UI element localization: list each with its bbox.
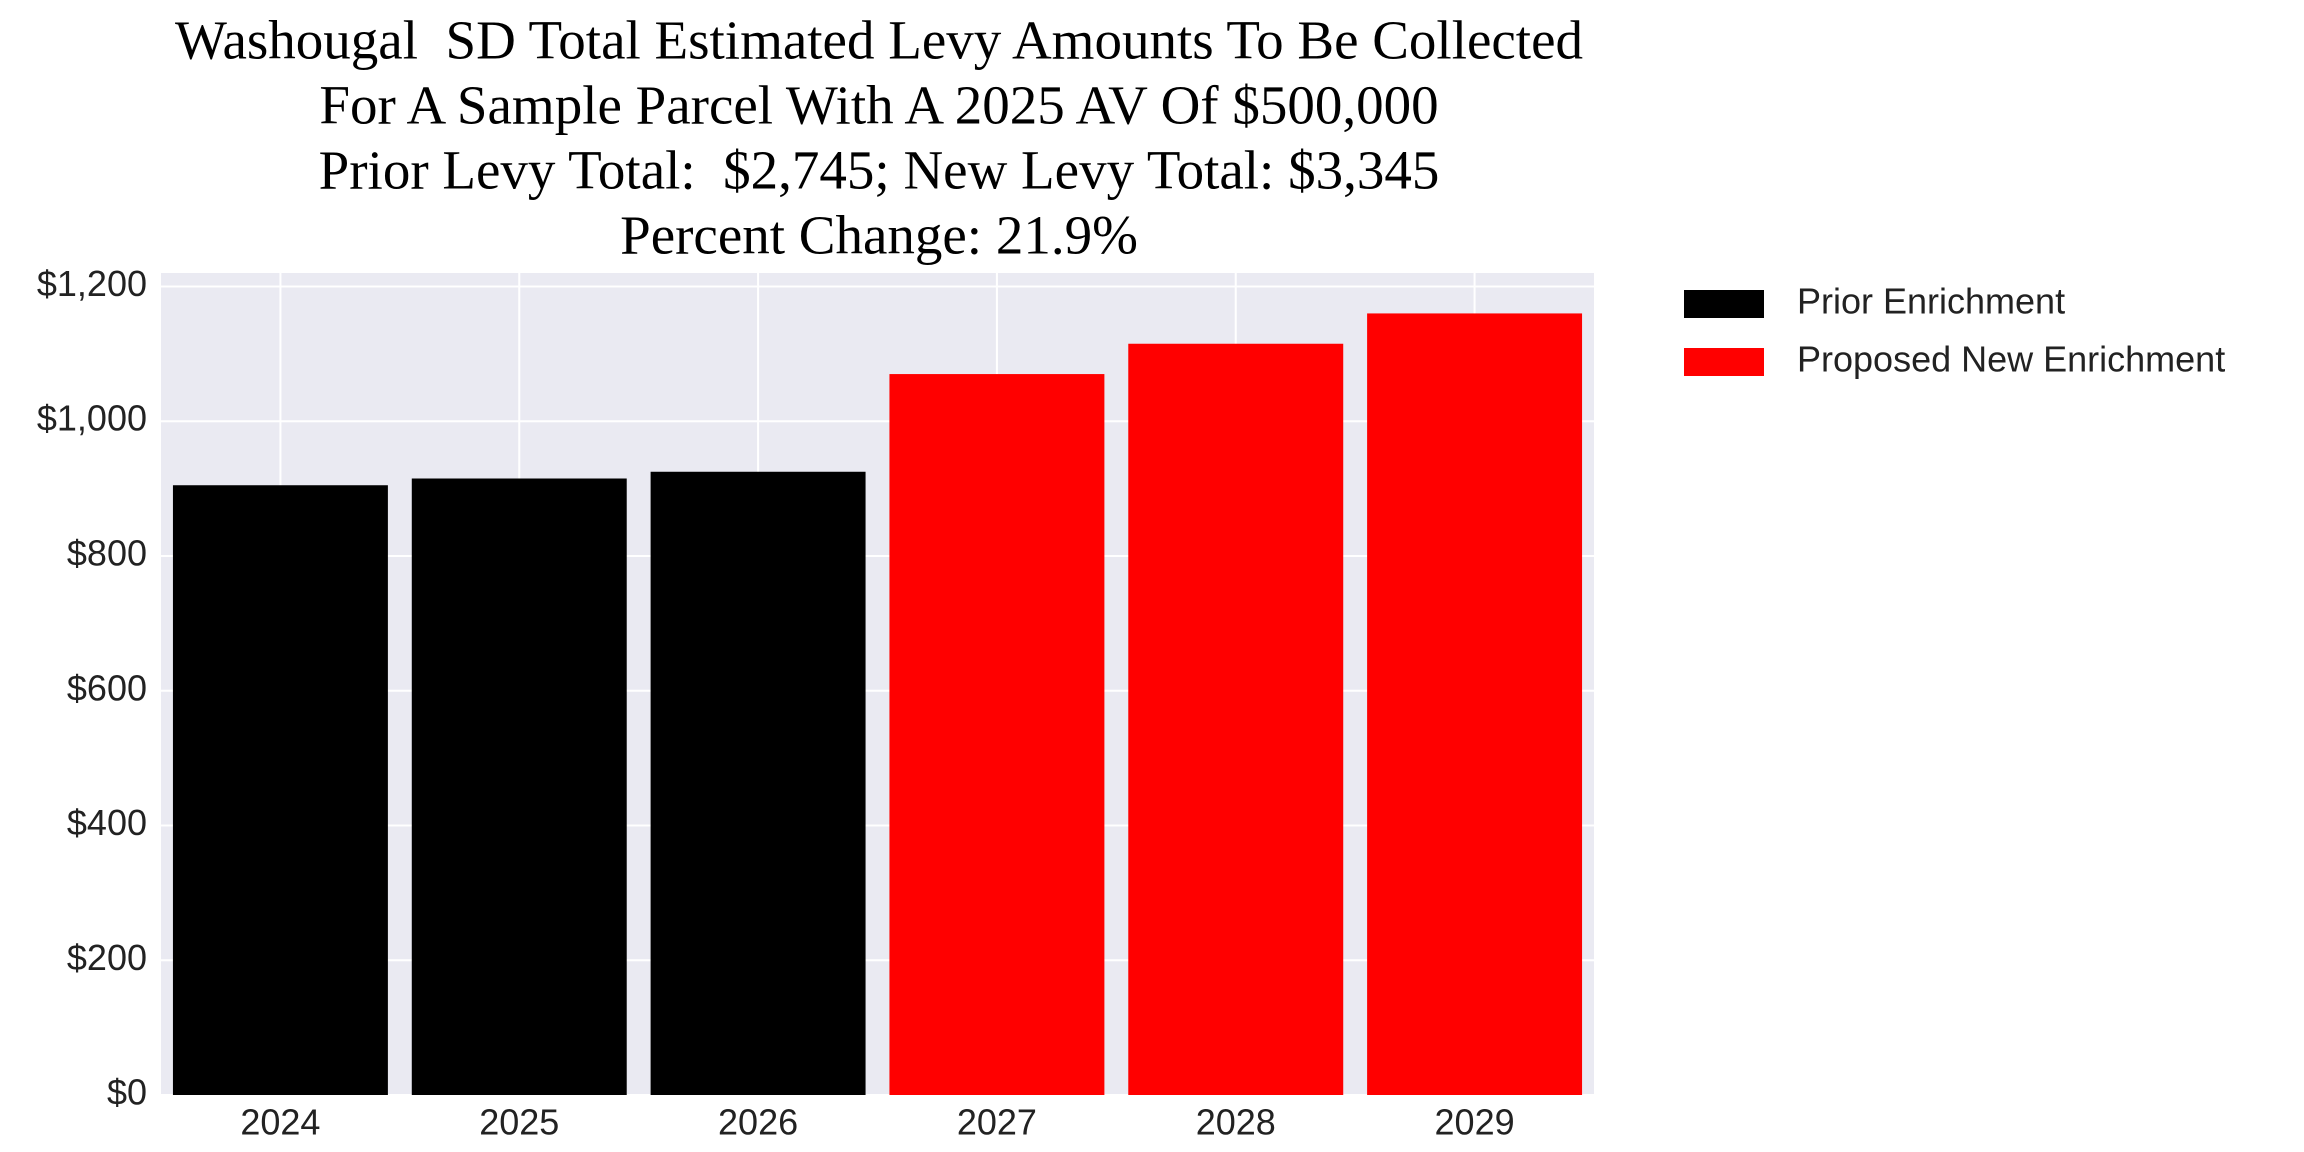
x-tick-label: 2024 — [240, 1102, 320, 1143]
y-tick-label: $600 — [67, 667, 147, 708]
chart-title: Percent Change: 21.9% — [620, 205, 1138, 266]
x-tick-label: 2028 — [1196, 1102, 1276, 1143]
legend-label: Proposed New Enrichment — [1797, 339, 2225, 380]
bar — [411, 478, 627, 1095]
chart-title: Prior Levy Total: $2,745; New Levy Total… — [319, 140, 1440, 201]
y-tick-label: $1,200 — [37, 263, 147, 304]
legend-swatch — [1684, 290, 1764, 318]
bar — [889, 374, 1105, 1096]
bar — [1367, 313, 1583, 1095]
y-tick-label: $400 — [67, 802, 147, 843]
y-tick-label: $0 — [107, 1072, 147, 1113]
y-tick-label: $200 — [67, 937, 147, 978]
x-tick-label: 2026 — [718, 1102, 798, 1143]
bar — [1128, 343, 1344, 1095]
bar — [650, 471, 866, 1095]
x-tick-label: 2029 — [1435, 1102, 1515, 1143]
x-tick-label: 2027 — [957, 1102, 1037, 1143]
x-tick-label: 2025 — [479, 1102, 559, 1143]
bar — [172, 485, 388, 1096]
chart-title: For A Sample Parcel With A 2025 AV Of $5… — [319, 75, 1438, 136]
plot-area — [161, 273, 1594, 1095]
y-tick-label: $1,000 — [37, 398, 147, 439]
legend-label: Prior Enrichment — [1797, 281, 2065, 322]
legend-swatch — [1684, 348, 1764, 376]
chart-title: Washougal SD Total Estimated Levy Amount… — [175, 10, 1583, 71]
y-tick-label: $800 — [67, 532, 147, 573]
